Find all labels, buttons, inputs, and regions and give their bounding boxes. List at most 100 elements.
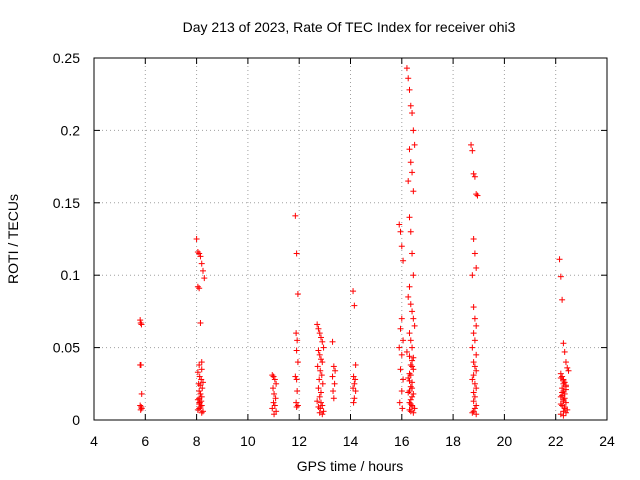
data-point [410,409,417,416]
data-point [470,170,477,177]
data-point [470,398,477,405]
data-point [194,369,201,376]
data-point [407,408,414,415]
data-point [557,411,564,418]
data-point [557,393,564,400]
data-point [137,317,144,324]
data-point [396,221,403,228]
data-points [137,65,572,419]
y-tick-label: 0.25 [53,50,80,66]
data-point [559,296,566,303]
data-point [406,388,413,395]
data-point [350,373,357,380]
data-point [197,253,204,260]
data-point [271,402,278,409]
data-point [319,411,326,418]
x-tick-label: 4 [90,433,98,449]
data-point [317,367,324,374]
data-point [294,388,301,395]
data-point [269,372,276,379]
data-point [315,403,322,410]
x-axis-label: GPS time / hours [297,458,404,474]
data-point [292,373,299,380]
data-point [471,315,478,322]
data-point [196,285,203,292]
data-point [196,250,203,257]
data-point [293,347,300,354]
data-point [193,236,200,242]
data-point [406,330,413,337]
data-point [292,212,299,219]
data-point [410,127,417,134]
data-point [407,361,414,368]
y-tick-label: 0.15 [53,195,80,211]
data-point [559,373,566,380]
data-point [397,325,404,332]
data-point [560,412,567,419]
data-point [315,385,322,392]
data-point [318,389,325,396]
data-point [406,406,413,413]
data-point [473,191,480,198]
data-point [138,321,145,328]
data-point [137,319,144,326]
data-point [561,348,568,355]
x-tick-label: 16 [394,433,410,449]
data-point [316,330,323,337]
data-point [473,411,480,418]
data-point [137,361,144,368]
data-point [469,409,476,416]
data-point [557,273,564,280]
data-point [406,370,413,377]
data-point [293,330,300,337]
data-point [352,388,359,395]
data-point [409,308,416,315]
data-point [407,301,414,308]
data-point [138,403,145,410]
data-point [350,385,357,392]
data-point [319,338,326,345]
data-point [409,169,416,176]
data-point [294,291,301,298]
data-point [474,192,481,199]
data-point [196,405,203,412]
data-point [331,380,338,387]
data-point [314,321,321,328]
data-point [561,395,568,402]
data-point [396,399,403,406]
y-tick-labels: 0 0.05 0.1 0.15 0.2 0.25 [53,50,80,428]
data-point [196,388,203,395]
data-point [562,399,569,406]
data-point [316,393,323,400]
data-point [196,399,203,406]
data-point [405,178,412,185]
x-tick-label: 18 [445,433,461,449]
data-point [473,351,480,358]
x-tick-label: 24 [599,433,615,449]
data-point [557,375,564,382]
data-point [469,376,476,383]
data-point [351,302,358,309]
x-tick-label: 14 [343,433,359,449]
data-point [409,385,416,392]
data-point [409,363,416,370]
data-point [314,398,321,405]
data-point [200,267,207,274]
x-tick-label: 8 [193,433,201,449]
data-point [198,260,205,267]
data-point [559,402,566,409]
data-point [560,380,567,387]
data-point [469,147,476,154]
data-point [271,376,278,383]
data-point [470,372,477,379]
data-point [471,405,478,412]
data-point [398,243,405,250]
data-point [469,272,476,279]
data-point [318,334,325,341]
data-point [560,340,567,347]
data-point [471,250,478,257]
data-point [198,409,205,416]
x-tick-label: 12 [291,433,307,449]
data-point [399,405,406,412]
data-point [329,338,336,345]
